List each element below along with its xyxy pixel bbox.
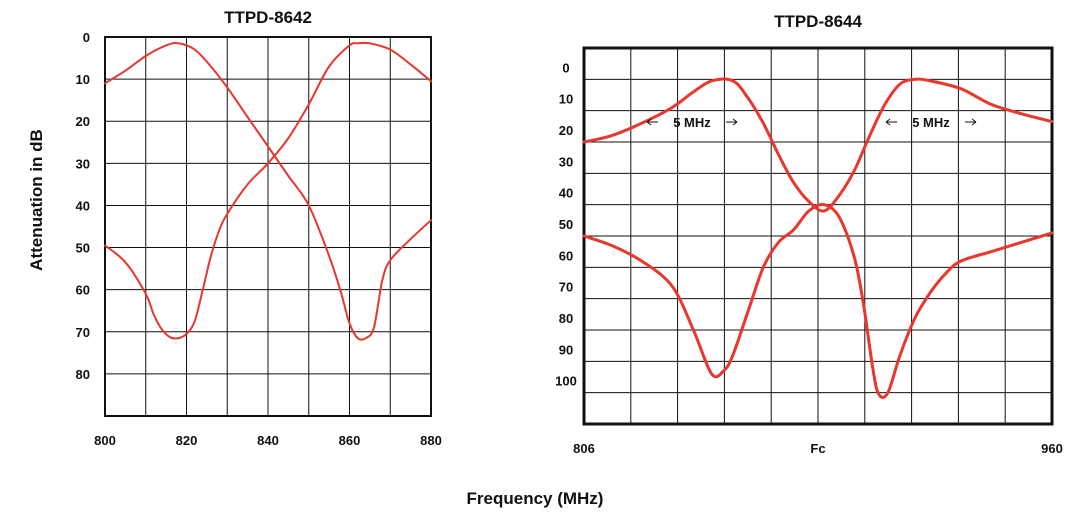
left-arrow-icon — [646, 118, 658, 126]
y-tick-label: 80 — [76, 367, 90, 382]
y-tick-label: 60 — [76, 283, 90, 298]
chart-title: TTPD-8642 — [224, 8, 312, 27]
x-tick-label: 800 — [94, 433, 116, 448]
x-tick-label: Fc — [810, 441, 825, 456]
right-arrow-icon — [965, 118, 977, 126]
x-tick-label: 806 — [573, 441, 595, 456]
y-tick-label: 50 — [76, 241, 90, 256]
response-curve-1 — [582, 202, 1054, 399]
chart-title: TTPD-8644 — [774, 12, 862, 31]
response-curve-2 — [104, 41, 432, 340]
bandwidth-annotation: 5 MHz — [912, 115, 950, 130]
x-tick-label: 820 — [176, 433, 198, 448]
right-arrow-icon — [726, 118, 738, 126]
y-tick-label: 70 — [559, 280, 573, 295]
y-axis-label: Attenuation in dB — [27, 129, 46, 271]
response-curve-1 — [104, 42, 432, 341]
y-tick-label: 30 — [76, 156, 90, 171]
y-tick-label: 20 — [559, 123, 573, 138]
x-tick-label: 960 — [1041, 441, 1063, 456]
y-tick-label: 40 — [76, 198, 90, 213]
response-curve-2 — [582, 77, 1054, 213]
y-tick-label: 60 — [559, 248, 573, 263]
x-tick-label: 840 — [257, 433, 279, 448]
y-tick-label: 70 — [76, 325, 90, 340]
x-tick-label: 880 — [420, 433, 442, 448]
y-tick-label: 80 — [559, 311, 573, 326]
y-tick-label: 0 — [83, 30, 90, 45]
y-tick-label: 30 — [559, 154, 573, 169]
y-tick-label: 90 — [559, 342, 573, 357]
x-tick-label: 860 — [339, 433, 361, 448]
plot-frame — [104, 36, 432, 417]
y-tick-label: 40 — [559, 186, 573, 201]
y-tick-label: 10 — [559, 92, 573, 107]
left-arrow-icon — [885, 118, 897, 126]
y-tick-label: 100 — [555, 374, 577, 389]
bandwidth-annotation: 5 MHz — [673, 115, 711, 130]
x-axis-label: Frequency (MHz) — [467, 489, 604, 508]
y-tick-label: 10 — [76, 72, 90, 87]
chart-ttpd-8644: TTPD-8644 0 10 20 30 40 50 60 70 80 90 100 806 Fc 960 5… — [555, 12, 1063, 456]
y-tick-label: 50 — [559, 217, 573, 232]
chart-ttpd-8642: TTPD-8642 0 10 20 30 40 50 60 70 80 800 820 840 860 88… — [76, 8, 442, 448]
y-tick-label: 20 — [76, 114, 90, 129]
y-tick-label: 0 — [562, 60, 569, 75]
